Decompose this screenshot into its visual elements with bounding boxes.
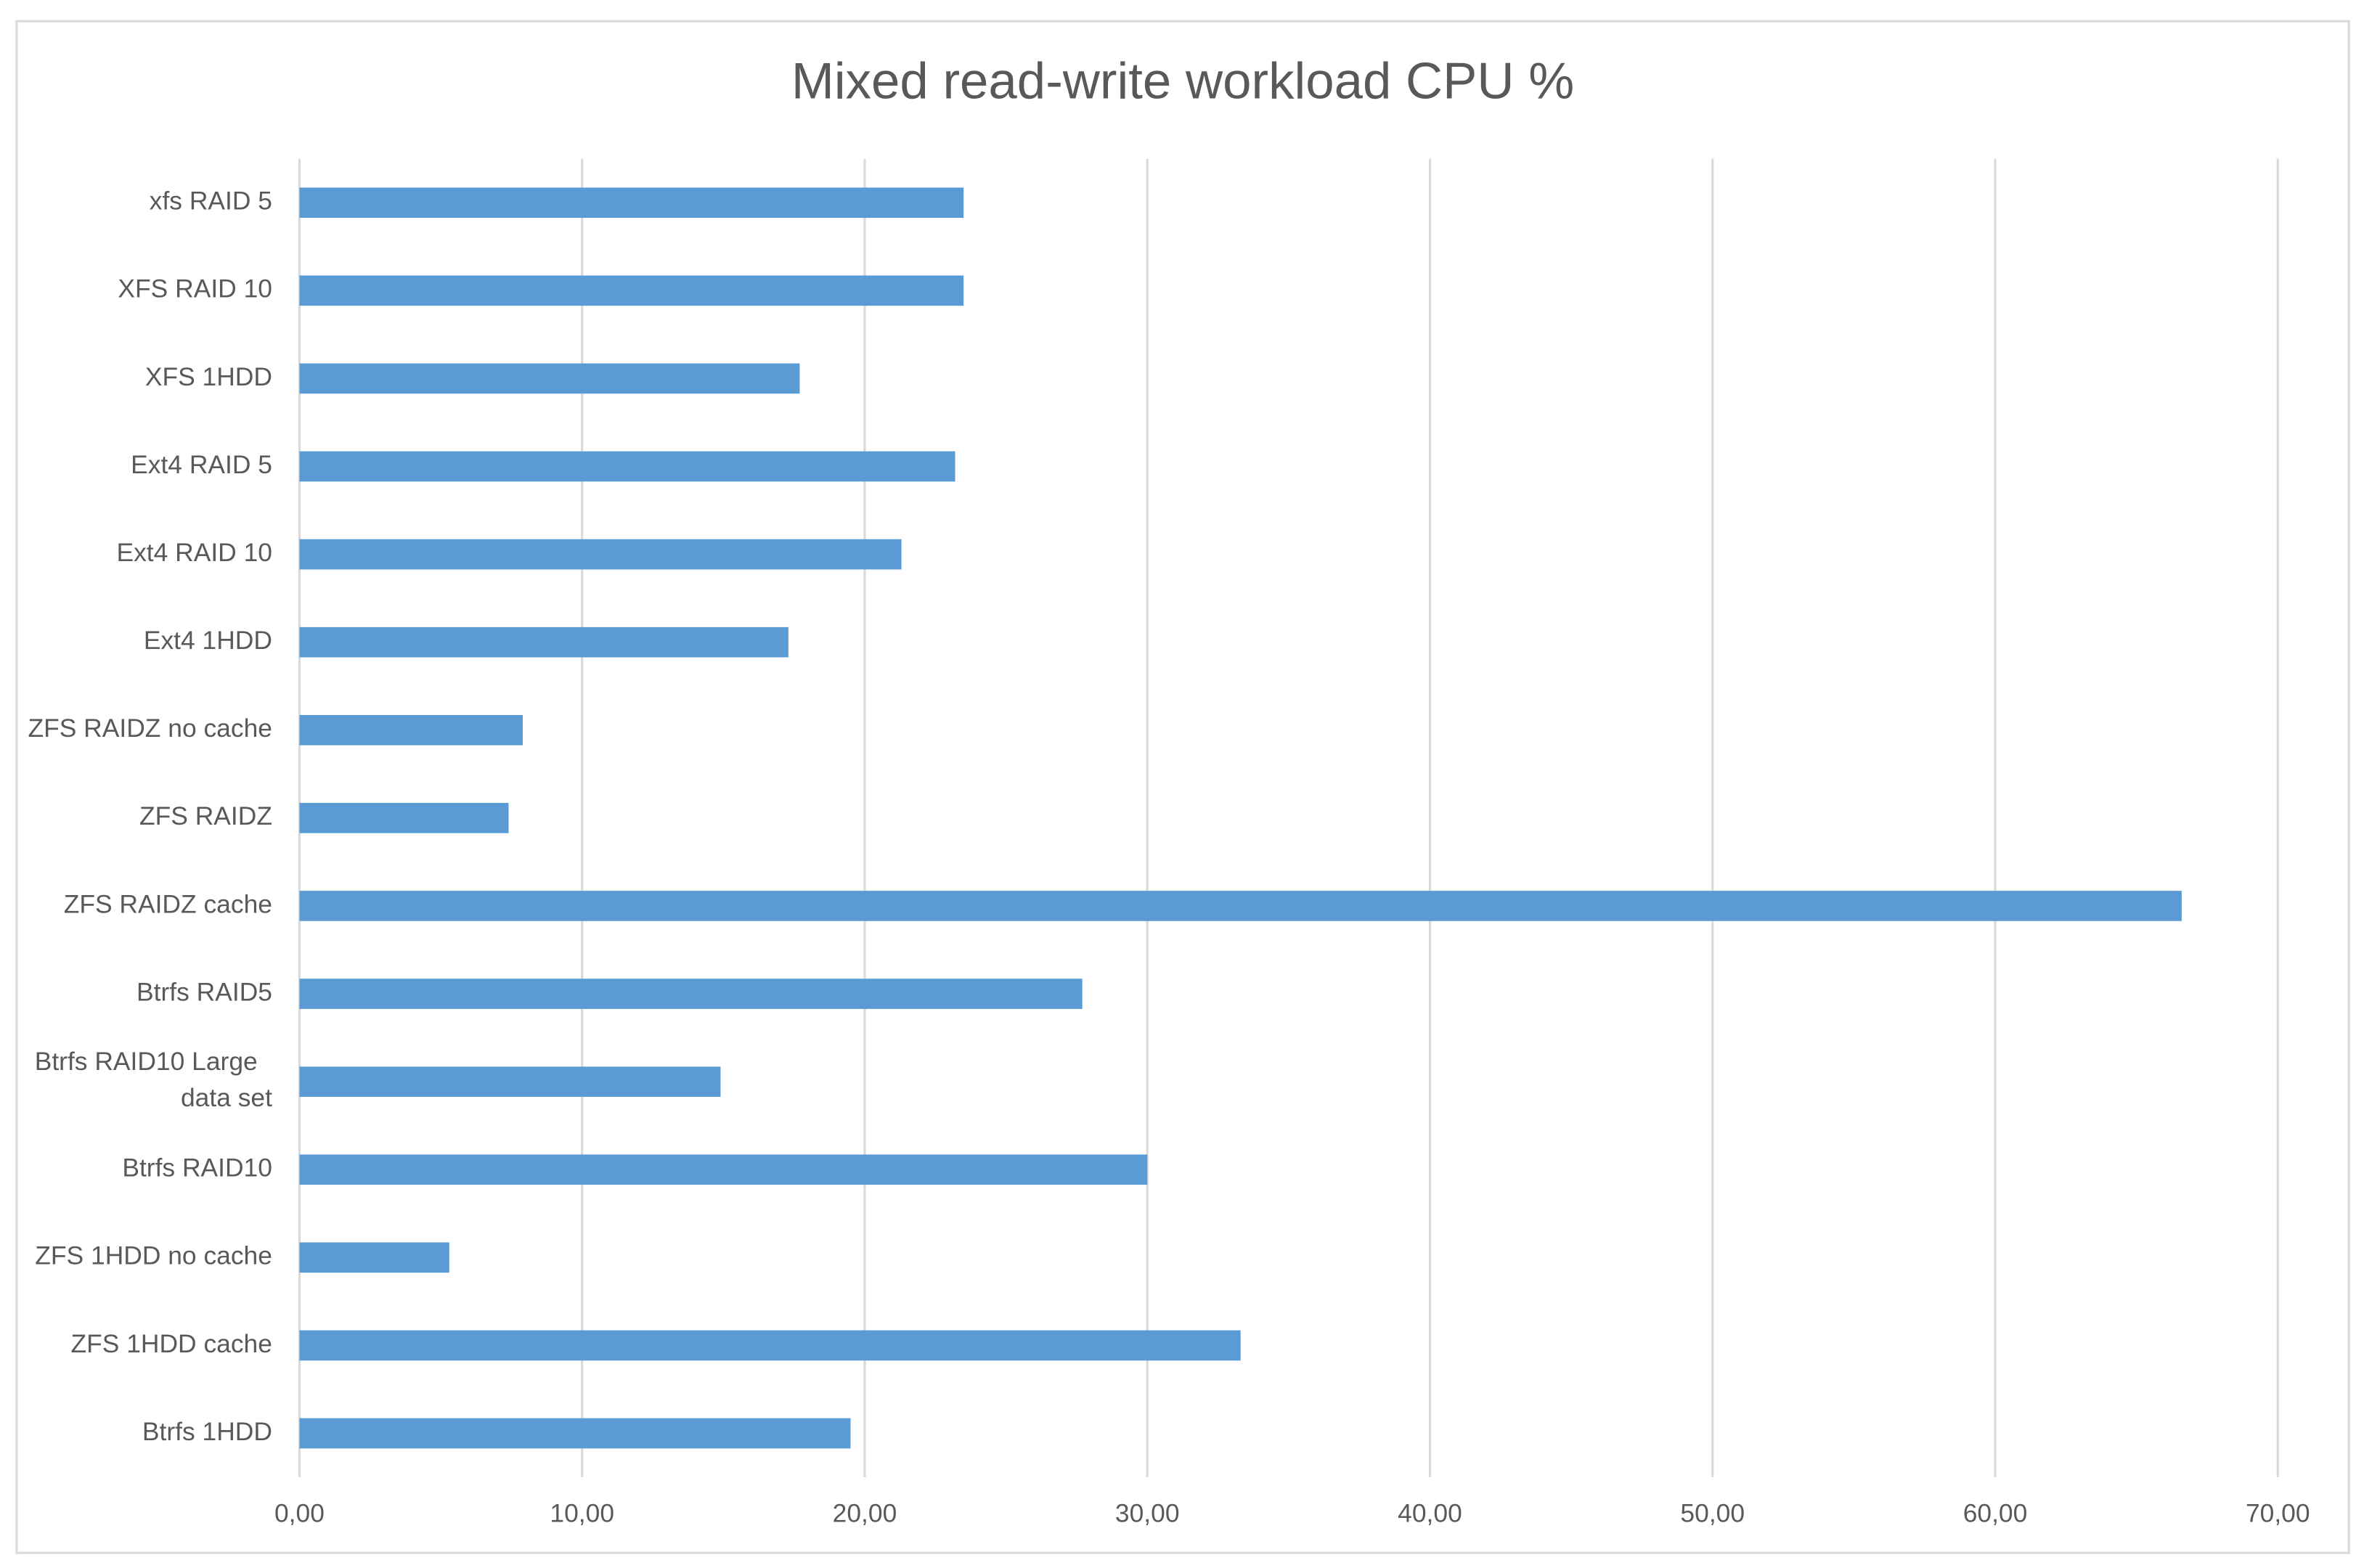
y-tick-label: ZFS RAIDZ (139, 801, 272, 830)
bar (299, 626, 788, 658)
bar (299, 979, 1083, 1009)
x-tick-label: 0,00 (274, 1498, 325, 1527)
chart-title: Mixed read-write workload CPU % (791, 52, 1574, 110)
bar (299, 363, 800, 394)
y-tick-label: xfs RAID 5 (150, 187, 272, 216)
x-tick-label: 20,00 (833, 1498, 897, 1527)
chart-border (15, 20, 2350, 1554)
bar (299, 891, 2182, 921)
y-tick-label: ZFS RAIDZ no cache (28, 714, 272, 743)
y-tick-label: XFS RAID 10 (118, 274, 272, 303)
bar (299, 803, 509, 833)
x-tick-label: 10,00 (550, 1498, 614, 1527)
bar (299, 1330, 1241, 1361)
y-tick-label: Btrfs RAID10 Large data set (35, 1047, 272, 1112)
bar (299, 451, 955, 482)
bar (299, 1418, 851, 1449)
bar (299, 714, 523, 746)
bar (299, 1242, 449, 1273)
y-tick-label: ZFS 1HDD no cache (35, 1241, 272, 1270)
x-tick-label: 50,00 (1680, 1498, 1745, 1527)
x-tick-label: 30,00 (1115, 1498, 1180, 1527)
y-tick-label: Btrfs 1HDD (142, 1417, 272, 1446)
y-tick-label: Ext4 1HDD (144, 626, 272, 655)
y-tick-label: Ext4 RAID 10 (116, 538, 272, 567)
y-tick-label: XFS 1HDD (145, 362, 272, 391)
x-tick-label: 60,00 (1963, 1498, 2028, 1527)
y-tick-label: ZFS 1HDD cache (71, 1329, 272, 1358)
y-tick-label: ZFS RAIDZ cache (64, 889, 272, 918)
bar (299, 1154, 1148, 1185)
bar (299, 539, 902, 570)
bar (299, 1066, 721, 1097)
y-tick-label: Btrfs RAID5 (136, 977, 272, 1006)
y-tick-label: Ext4 RAID 5 (131, 450, 272, 479)
x-tick-label: 70,00 (2246, 1498, 2310, 1527)
x-tick-label: 40,00 (1398, 1498, 1462, 1527)
bar (299, 187, 964, 219)
y-tick-label: Btrfs RAID10 (122, 1153, 272, 1183)
bar (299, 275, 964, 306)
